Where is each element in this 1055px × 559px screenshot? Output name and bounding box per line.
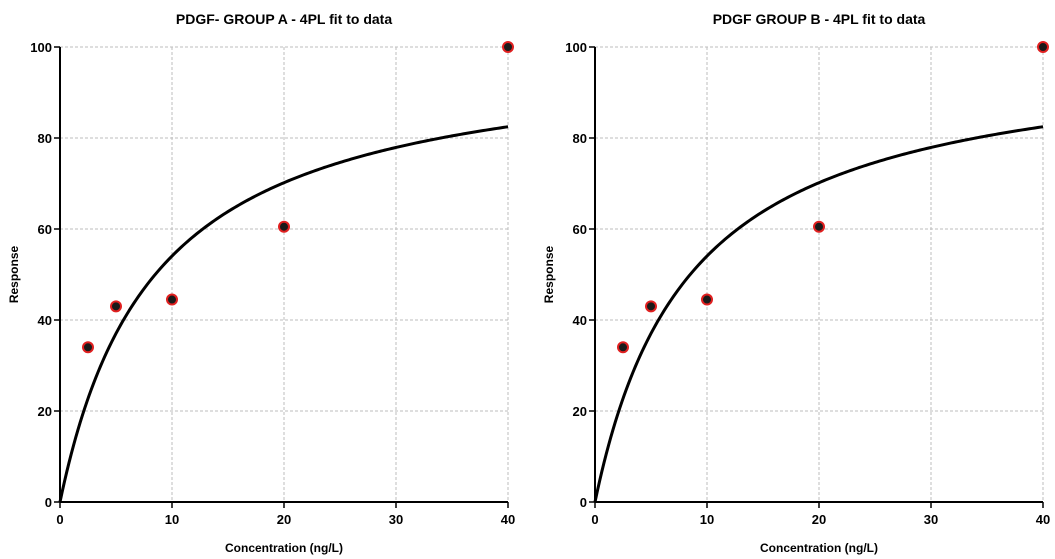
x-tick-label: 40 xyxy=(1036,512,1050,527)
y-tick-label: 80 xyxy=(38,131,52,146)
y-tick-label: 0 xyxy=(580,495,587,510)
data-point xyxy=(82,341,94,354)
data-point xyxy=(1037,41,1049,53)
y-tick-label: 80 xyxy=(573,131,587,146)
panel-group-a: 0 10 20 30 40 0 20 40 60 80 100 PDGF- GROUP A - 4PL… xyxy=(7,11,515,555)
y-tick-label: 20 xyxy=(38,404,52,419)
y-tick-label: 60 xyxy=(38,222,52,237)
x-axis-label: Concentration (ng/L) xyxy=(225,541,343,555)
y-tick-label: 0 xyxy=(45,495,52,510)
x-tick-label: 0 xyxy=(591,512,598,527)
chart-title: PDGF GROUP B - 4PL fit to data xyxy=(713,11,926,27)
x-tick-label: 10 xyxy=(700,512,714,527)
x-tick-label: 30 xyxy=(924,512,938,527)
data-point xyxy=(278,220,290,233)
fit-curve-4pl xyxy=(58,125,509,503)
y-tick-label: 40 xyxy=(573,313,587,328)
data-point xyxy=(645,300,657,313)
data-point xyxy=(502,41,514,53)
panel-group-b: 0 10 20 30 40 0 20 40 60 80 100 PDGF GROUP B - 4PL … xyxy=(542,11,1050,555)
x-tick-label: 20 xyxy=(277,512,291,527)
x-tick-label: 40 xyxy=(501,512,515,527)
y-axis-label: Response xyxy=(542,246,556,304)
y-tick-label: 100 xyxy=(565,40,587,55)
data-point xyxy=(166,293,178,306)
x-tick-label: 20 xyxy=(812,512,826,527)
data-point xyxy=(110,300,122,313)
y-tick-label: 40 xyxy=(38,313,52,328)
x-tick-label: 30 xyxy=(389,512,403,527)
y-axis-label: Response xyxy=(7,246,21,304)
data-point xyxy=(701,293,713,306)
y-tick-label: 20 xyxy=(573,404,587,419)
y-tick-label: 60 xyxy=(573,222,587,237)
fit-curve-4pl xyxy=(593,125,1044,503)
data-point xyxy=(617,341,629,354)
x-tick-label: 0 xyxy=(56,512,63,527)
y-tick-label: 100 xyxy=(30,40,52,55)
x-axis-label: Concentration (ng/L) xyxy=(760,541,878,555)
data-point xyxy=(813,220,825,233)
chart-title: PDGF- GROUP A - 4PL fit to data xyxy=(176,11,392,27)
x-tick-label: 10 xyxy=(165,512,179,527)
